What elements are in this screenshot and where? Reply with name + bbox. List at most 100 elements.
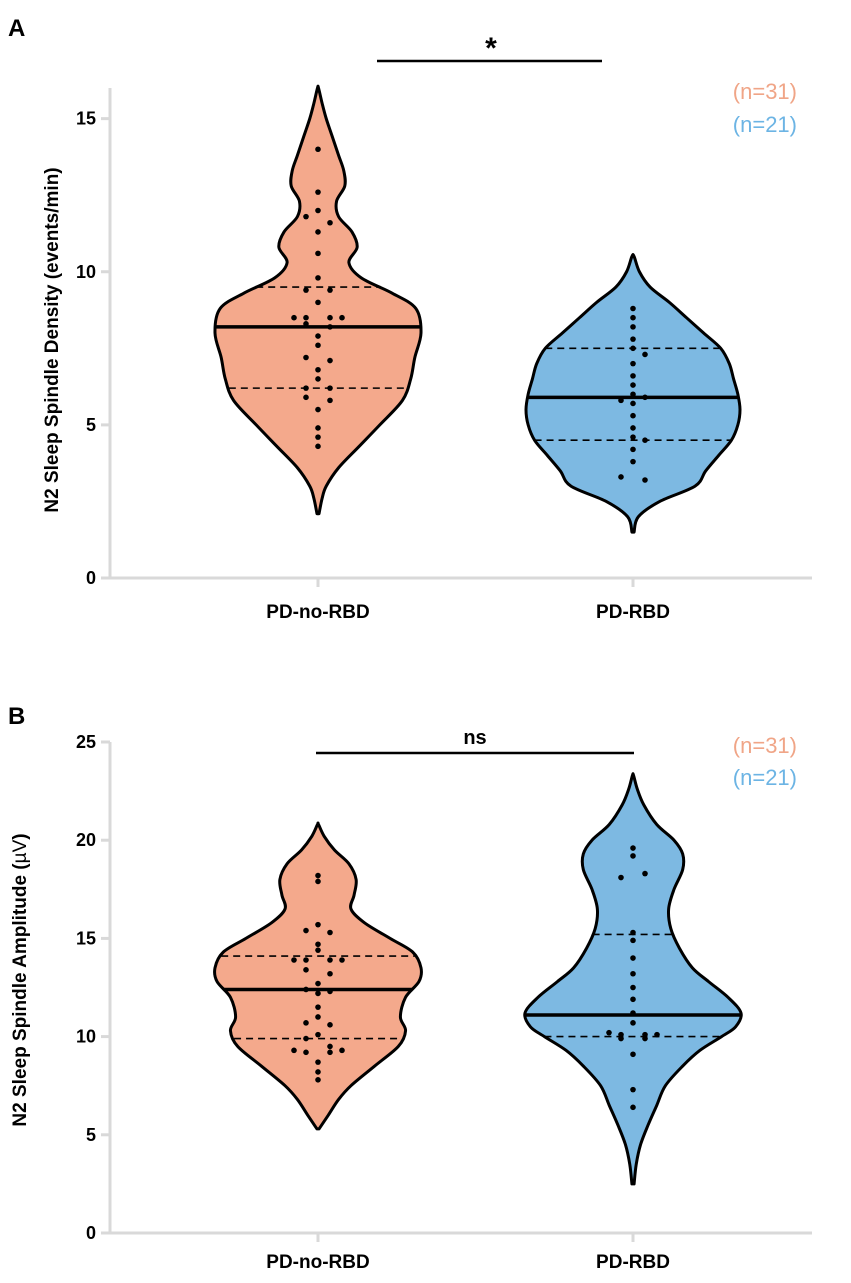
panel-a-data-point bbox=[630, 314, 636, 321]
panel-b-data-point bbox=[291, 957, 297, 963]
panel-b-y-tick-label: 20 bbox=[76, 830, 96, 850]
panel-b-category-label: PD-RBD bbox=[596, 1252, 670, 1273]
panel-a: A N2 Sleep Spindle Density (events/min) … bbox=[8, 15, 812, 623]
panel-a-data-point bbox=[642, 477, 648, 483]
panel-b-n-pd-rbd: (n=21) bbox=[733, 765, 797, 790]
panel-a-data-point bbox=[630, 360, 636, 367]
panel-a-data-point bbox=[630, 412, 636, 419]
panel-b-data-point bbox=[654, 1031, 660, 1038]
panel-b-data-point bbox=[315, 1014, 321, 1020]
panel-b-data-point bbox=[630, 1020, 636, 1026]
panel-b-data-point bbox=[642, 1031, 648, 1038]
panel-b-ylabel-close: ) bbox=[10, 833, 31, 839]
panel-b-data-point bbox=[315, 872, 321, 879]
panel-a-data-point bbox=[630, 324, 636, 330]
panel-a-data-point bbox=[327, 314, 333, 321]
panel-b-data-point bbox=[315, 1059, 321, 1065]
panel-b-violin-pd-no-rbd bbox=[213, 821, 423, 1131]
panel-b-category-label: PD-no-RBD bbox=[266, 1252, 369, 1273]
panel-b-data-point bbox=[618, 1031, 624, 1038]
panel-b-data-point bbox=[327, 1043, 333, 1050]
panel-a-y-tick-label: 0 bbox=[86, 568, 96, 588]
panel-a-n-pd-rbd: (n=21) bbox=[733, 112, 797, 137]
panel-a-letter: A bbox=[8, 15, 25, 42]
panel-a-data-point bbox=[327, 357, 333, 364]
panel-b-y-tick-label: 25 bbox=[76, 732, 96, 752]
panel-a-data-point bbox=[327, 324, 333, 330]
panel-a-data-point bbox=[618, 474, 624, 480]
panel-a-data-point bbox=[303, 394, 309, 401]
panel-a-data-point bbox=[303, 385, 309, 391]
panel-b-ylabel-main: N2 Sleep Spindle Amplitude ( bbox=[10, 863, 31, 1127]
panel-b-data-point bbox=[327, 929, 333, 936]
panel-a-category-label: PD-no-RBD bbox=[266, 602, 369, 623]
panel-a-data-point bbox=[303, 354, 309, 361]
panel-a-data-point bbox=[303, 321, 309, 327]
panel-a-data-point bbox=[642, 351, 648, 358]
panel-b-data-point bbox=[630, 1104, 636, 1111]
panel-a-data-point bbox=[630, 400, 636, 407]
panel-a-data-point bbox=[642, 437, 648, 443]
panel-b-data-point bbox=[315, 990, 321, 997]
panel-b-data-point bbox=[303, 1020, 309, 1026]
panel-b-data-point bbox=[315, 921, 321, 928]
panel-b-data-point bbox=[630, 984, 636, 991]
panel-b-y-tick-label: 10 bbox=[76, 1027, 96, 1047]
panel-b: B N2 Sleep Spindle Amplitude (µV) 0 5 10 15… bbox=[8, 703, 812, 1273]
panel-a-y-tick-label: 15 bbox=[76, 109, 96, 129]
panel-b-data-point bbox=[327, 957, 333, 963]
panel-b-data-point bbox=[303, 1049, 309, 1056]
panel-a-y-tick-label: 5 bbox=[86, 415, 96, 435]
panel-b-data-point bbox=[630, 970, 636, 977]
panel-b-data-point bbox=[315, 1004, 321, 1010]
panel-b-data-point bbox=[630, 853, 636, 859]
panel-a-data-point bbox=[315, 229, 321, 235]
panel-b-data-point bbox=[315, 1069, 321, 1075]
panel-b-data-point bbox=[303, 986, 309, 993]
panel-a-data-point bbox=[618, 397, 624, 404]
panel-a-data-point bbox=[339, 314, 345, 321]
panel-a-data-point bbox=[315, 434, 321, 440]
panel-a-significance: * bbox=[377, 32, 602, 65]
panel-b-violins bbox=[213, 772, 743, 1186]
panel-a-data-point bbox=[327, 287, 333, 293]
panel-a-data-point bbox=[630, 373, 636, 379]
panel-a-data-point bbox=[327, 219, 333, 226]
panel-a-data-point bbox=[315, 207, 321, 214]
panel-a-data-point bbox=[630, 305, 636, 312]
panel-b-significance-label: ns bbox=[463, 727, 486, 749]
panel-a-data-point bbox=[630, 382, 636, 388]
panel-b-data-point bbox=[642, 1035, 648, 1042]
panel-b-data-point bbox=[303, 967, 309, 973]
panel-b-axes: 0 5 10 15 20 25 PD-no-RBD PD-RBD bbox=[76, 732, 812, 1273]
panel-b-data-point bbox=[315, 947, 321, 953]
panel-a-data-point bbox=[303, 213, 309, 220]
panel-a-violins bbox=[213, 84, 742, 534]
panel-b-data-point bbox=[291, 1047, 297, 1054]
panel-b-data-point bbox=[339, 1047, 345, 1054]
panel-a-data-point bbox=[291, 314, 297, 321]
panel-b-data-point bbox=[630, 955, 636, 961]
panel-b-data-point bbox=[303, 957, 309, 963]
panel-b-data-point bbox=[315, 1031, 321, 1038]
panel-a-significance-label: * bbox=[485, 32, 497, 65]
panel-a-data-point bbox=[315, 299, 321, 306]
panel-b-data-point bbox=[327, 970, 333, 977]
panel-a-data-point bbox=[315, 406, 321, 413]
panel-a-data-point bbox=[315, 342, 321, 349]
panel-a-data-point bbox=[642, 394, 648, 401]
panel-a-data-point bbox=[315, 366, 321, 373]
panel-b-n-pd-no-rbd: (n=31) bbox=[733, 733, 797, 758]
panel-b-data-point bbox=[630, 1051, 636, 1058]
panel-b-data-point bbox=[630, 1086, 636, 1093]
panel-a-axes: 0 5 10 15 PD-no-RBD PD-RBD bbox=[76, 88, 812, 623]
panel-a-category-label: PD-RBD bbox=[596, 602, 670, 623]
panel-b-data-point bbox=[327, 988, 333, 995]
panel-a-data-point bbox=[315, 146, 321, 153]
panel-b-data-point bbox=[315, 980, 321, 987]
panel-b-data-point bbox=[315, 941, 321, 948]
panel-b-letter: B bbox=[8, 703, 25, 730]
panel-b-data-point bbox=[618, 874, 624, 881]
